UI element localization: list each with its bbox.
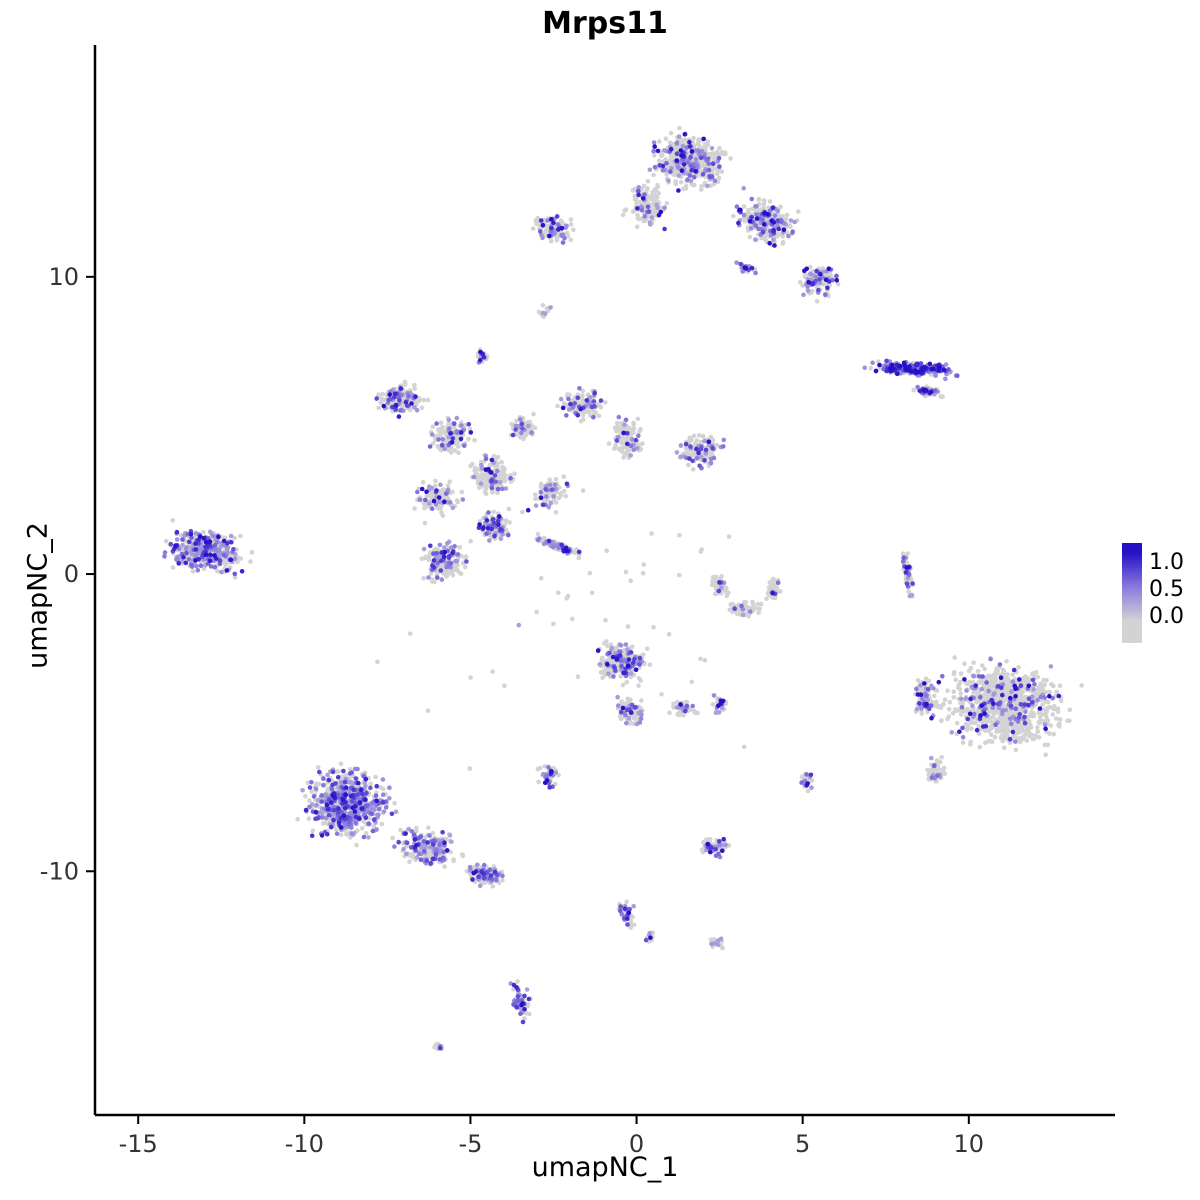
x-tick-label: -5: [458, 1130, 482, 1158]
chart-title: Mrps11: [542, 6, 668, 41]
x-axis-label: umapNC_1: [531, 1152, 679, 1183]
y-tick-label: -10: [40, 857, 79, 885]
scatter-points: [162, 125, 1084, 1052]
x-tick-label: 5: [795, 1130, 810, 1158]
legend: 1.0 0.5 0.0: [1122, 543, 1194, 643]
axes: -15 -10 -5 0 5 10 -10 0 10: [40, 45, 1115, 1158]
legend-label-low: 0.0: [1149, 604, 1184, 629]
x-tick-label: 0: [629, 1130, 644, 1158]
y-tick-label: 0: [64, 560, 79, 588]
legend-labels: 1.0 0.5 0.0: [1142, 543, 1194, 643]
legend-label-high: 1.0: [1149, 550, 1184, 575]
x-tick-label: -15: [119, 1130, 158, 1158]
legend-colorbar: [1122, 543, 1142, 643]
x-tick-label: -10: [285, 1130, 324, 1158]
x-tick-label: 10: [954, 1130, 985, 1158]
y-tick-label: 10: [48, 263, 79, 291]
legend-label-mid: 0.5: [1149, 577, 1184, 602]
y-axis-label: umapNC_2: [22, 522, 54, 669]
